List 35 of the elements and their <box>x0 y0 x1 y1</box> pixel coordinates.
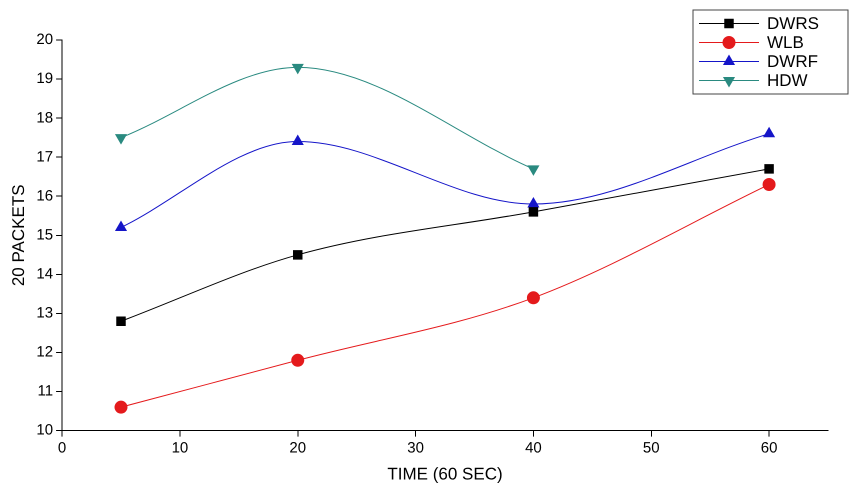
y-tick-label: 14 <box>36 266 54 282</box>
y-tick-label: 19 <box>36 70 54 88</box>
legend-label: HDW <box>767 71 808 90</box>
legend-label: DWRS <box>767 14 819 34</box>
x-tick-label: 20 <box>289 440 306 457</box>
legend-label: WLB <box>767 33 804 52</box>
legend-label: DWRF <box>767 52 818 72</box>
y-tick-label: 16 <box>36 187 54 204</box>
y-tick-label: 15 <box>36 226 54 244</box>
x-axis-title: TIME (60 SEC) <box>387 464 503 484</box>
point <box>293 250 302 260</box>
point <box>528 165 540 176</box>
x-tick-label: 40 <box>525 440 542 457</box>
x-tick-label: 60 <box>760 440 778 457</box>
y-tick-label: 18 <box>36 109 54 126</box>
point <box>762 178 776 192</box>
y-tick-label: 10 <box>36 422 54 439</box>
point <box>116 316 126 326</box>
x-tick-label: 10 <box>172 440 188 457</box>
y-tick-label: 11 <box>38 382 54 400</box>
point <box>292 64 304 74</box>
point <box>115 134 127 144</box>
x-tick-label: 50 <box>642 440 660 457</box>
y-tick-label: 17 <box>36 148 54 166</box>
x-tick-label: 0 <box>58 440 66 457</box>
y-tick-label: 20 <box>36 31 54 48</box>
point <box>291 354 304 367</box>
point <box>764 164 774 174</box>
y-axis-title: 20 PACKETS <box>8 184 28 286</box>
y-tick-label: 13 <box>36 304 54 322</box>
y-tick-label: 12 <box>36 344 54 361</box>
point <box>114 400 128 414</box>
point <box>526 291 540 304</box>
point <box>528 207 538 217</box>
x-tick-label: 30 <box>407 440 424 457</box>
